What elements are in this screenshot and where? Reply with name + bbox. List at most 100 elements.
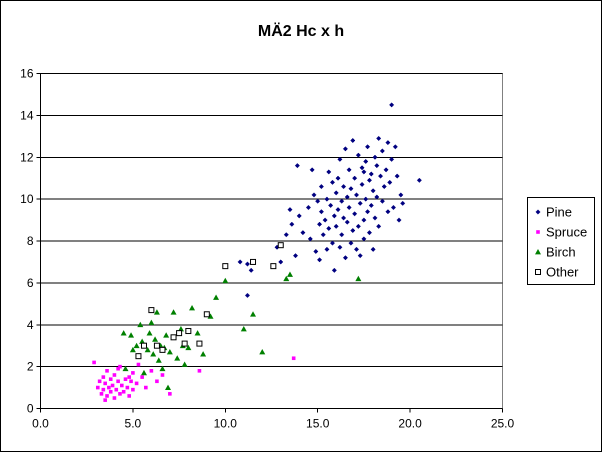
data-point-pine — [359, 165, 365, 171]
data-point-birch — [177, 325, 184, 332]
data-point-pine — [353, 192, 360, 198]
data-point-pine — [400, 200, 406, 206]
data-point-other — [153, 342, 160, 349]
y-tick-label: 14 — [20, 108, 34, 122]
data-point-spruce — [131, 371, 135, 375]
data-point-pine — [377, 173, 384, 179]
y-tick-label: 6 — [27, 276, 34, 290]
axes — [36, 73, 503, 413]
data-point-spruce — [129, 379, 133, 384]
data-point-pine — [313, 248, 319, 255]
data-point-spruce — [197, 369, 202, 373]
data-point-spruce — [112, 396, 117, 400]
data-point-pine — [374, 194, 380, 200]
data-point-birch — [150, 351, 157, 357]
data-point-birch — [159, 365, 166, 372]
data-point-pine — [320, 232, 326, 238]
data-point-birch — [259, 348, 266, 355]
data-point-spruce — [144, 385, 148, 390]
data-point-pine — [333, 190, 339, 196]
data-point-birch — [250, 311, 257, 317]
data-point-other — [277, 242, 284, 249]
data-point-pine — [331, 267, 337, 273]
data-point-pine — [389, 102, 395, 108]
data-point-pine — [292, 253, 299, 259]
data-point-birch — [137, 321, 144, 328]
data-point-spruce — [118, 364, 122, 369]
data-point-pine — [346, 167, 352, 173]
data-point-pine — [248, 267, 254, 273]
data-point-pine — [387, 179, 393, 185]
data-point-other — [196, 340, 203, 347]
x-tick-label: 0.0 — [32, 417, 49, 431]
data-point-pine — [342, 146, 348, 152]
data-point-spruce — [127, 394, 132, 398]
data-point-pine — [363, 158, 369, 164]
legend-label-other: Other — [546, 265, 579, 280]
data-point-pine — [357, 253, 363, 259]
data-point-spruce — [114, 387, 119, 392]
data-point-pine — [376, 135, 382, 141]
data-point-pine — [294, 163, 300, 169]
data-point-spruce — [110, 383, 115, 388]
data-point-birch — [163, 332, 170, 338]
data-point-pine — [416, 177, 422, 183]
data-point-pine — [352, 211, 358, 217]
data-point-birch — [152, 336, 159, 342]
data-point-pine — [326, 169, 332, 175]
data-point-other — [170, 334, 177, 341]
data-point-pine — [352, 175, 358, 181]
data-point-pine — [341, 215, 347, 221]
data-point-pine — [385, 140, 391, 146]
data-point-birch — [165, 384, 172, 390]
data-point-spruce — [127, 375, 132, 379]
data-point-spruce — [118, 392, 122, 396]
data-point-pine — [329, 240, 336, 246]
data-point-spruce — [291, 356, 296, 361]
data-point-spruce — [121, 389, 126, 394]
data-point-pine — [368, 202, 374, 208]
data-point-pine — [342, 255, 348, 261]
data-point-pine — [368, 171, 374, 177]
legend-label-birch: Birch — [546, 245, 576, 260]
data-point-birch — [200, 351, 207, 357]
data-point-birch — [355, 275, 362, 282]
data-point-birch — [283, 275, 290, 282]
data-point-pine — [296, 213, 302, 219]
data-point-spruce — [123, 377, 128, 381]
data-point-pine — [379, 198, 385, 204]
data-point-spruce — [97, 379, 102, 384]
data-point-pine — [333, 223, 339, 229]
legend-marker-birch — [535, 249, 541, 255]
data-point-birch — [153, 309, 160, 315]
legend-label-pine: Pine — [546, 205, 572, 220]
data-point-birch — [139, 338, 146, 344]
data-point-birch — [129, 346, 136, 353]
data-point-spruce — [101, 375, 106, 379]
y-tick-label: 10 — [20, 192, 34, 206]
data-point-spruce — [112, 373, 117, 377]
data-point-pine — [372, 215, 378, 221]
chart-title: MÄ2 Hc x h — [258, 22, 344, 40]
legend-marker-spruce — [536, 230, 540, 234]
data-point-pine — [379, 148, 385, 154]
data-point-pine — [328, 202, 334, 208]
data-point-birch — [170, 309, 177, 315]
data-point-pine — [300, 230, 306, 236]
y-tick-label: 0 — [27, 402, 34, 416]
data-point-birch — [181, 361, 188, 367]
data-point-pine — [346, 204, 352, 211]
data-point-pine — [394, 173, 400, 179]
data-points — [92, 102, 422, 402]
legend-marker-pine — [535, 209, 541, 215]
data-point-spruce — [140, 375, 144, 379]
data-point-pine — [365, 144, 371, 150]
data-point-spruce — [107, 385, 111, 390]
y-tick-label: 4 — [27, 318, 34, 332]
data-point-pine — [374, 163, 380, 169]
data-point-birch — [140, 369, 147, 376]
data-point-birch — [174, 355, 181, 361]
data-point-pine — [316, 257, 323, 263]
